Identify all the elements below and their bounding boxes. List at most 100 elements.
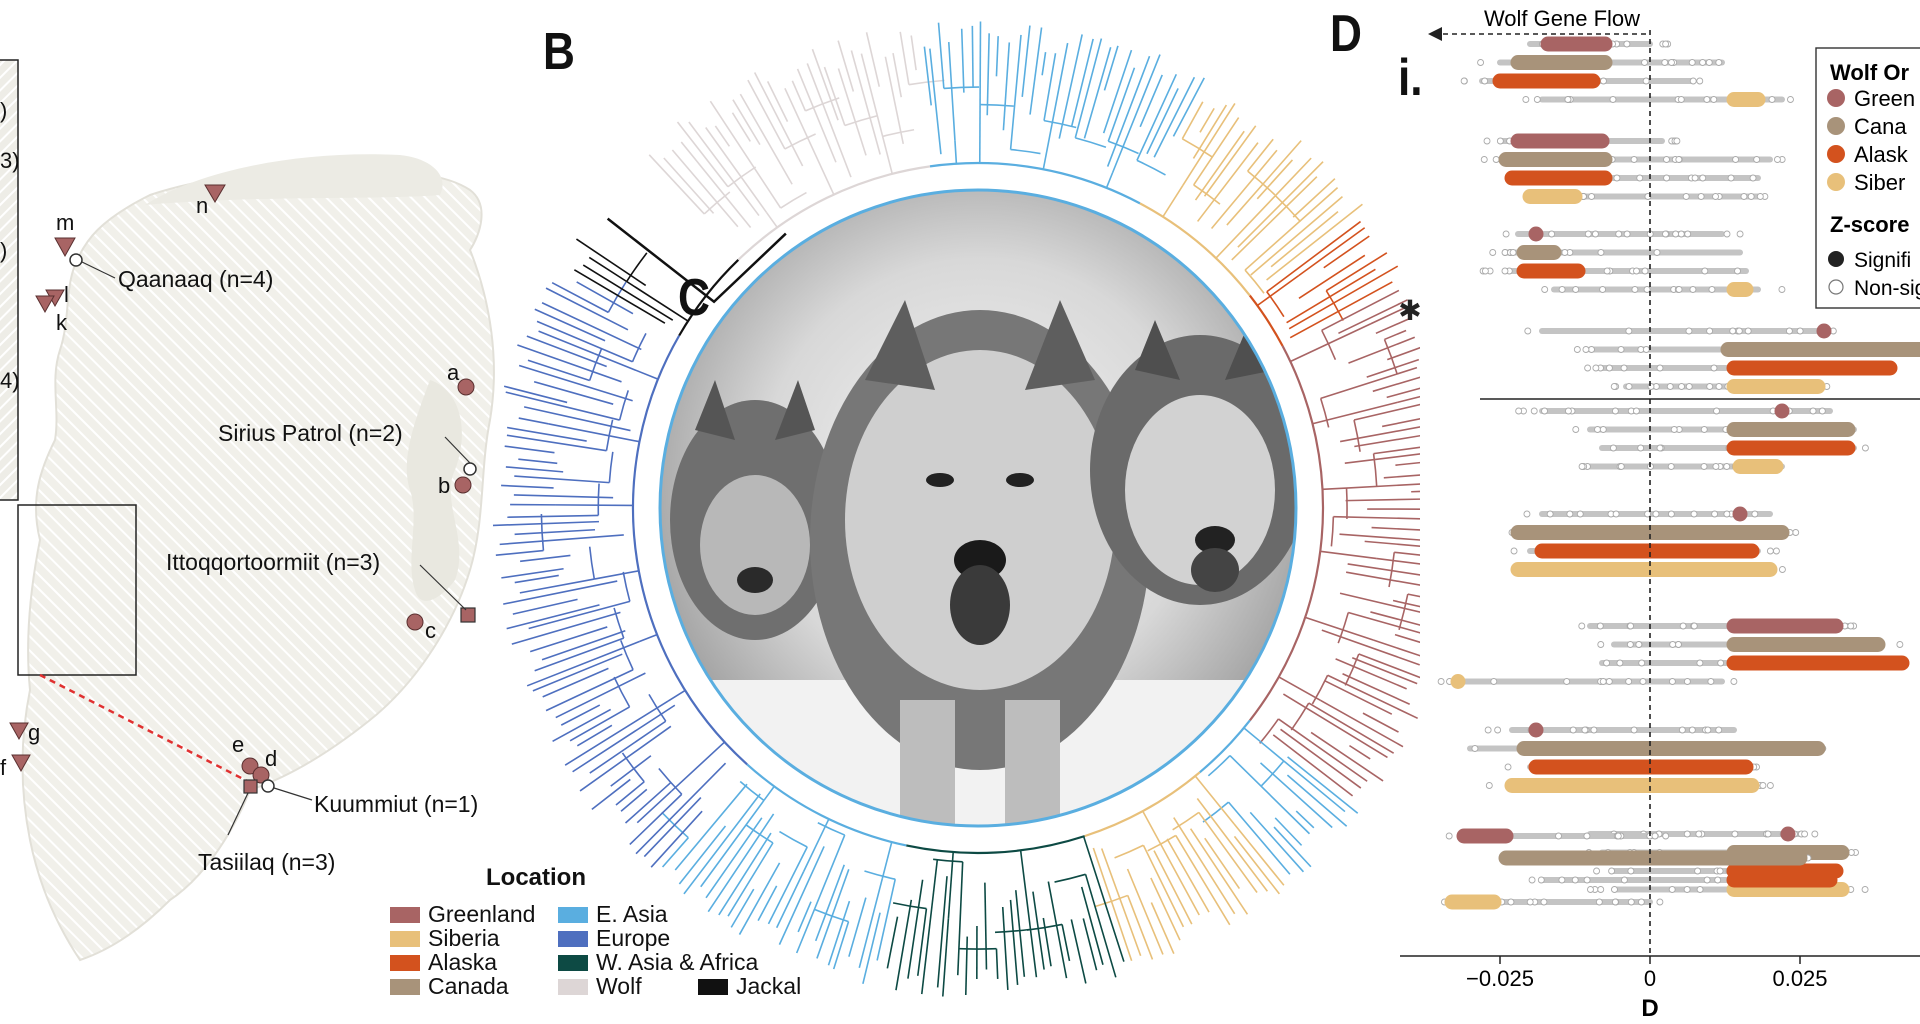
d-nonsig-point — [1620, 364, 1628, 372]
tree-tip-branch — [501, 567, 564, 579]
tree-tip-branch — [1338, 299, 1408, 335]
d-nonsig-point — [1785, 327, 1793, 335]
legend-label-siberia: Siberia — [428, 925, 500, 951]
tree-tip-branch — [526, 335, 607, 368]
tree-stem-branch — [808, 140, 835, 195]
tree-tip-branch — [1083, 47, 1112, 139]
d-sig-point — [1528, 226, 1544, 242]
location-legend-title: Location — [486, 864, 586, 891]
leader-kuummiut — [273, 787, 313, 801]
d-nonsig-point — [1632, 407, 1640, 415]
d-nonsig-point — [1707, 678, 1715, 685]
site-circle-e — [241, 757, 259, 775]
tree-tip-branch — [503, 580, 618, 605]
d-nonsig-point — [1735, 327, 1743, 335]
legend-dot-alaska — [1827, 145, 1845, 163]
d-nonsig-point — [1613, 174, 1621, 182]
tree-tip-branch — [747, 79, 786, 150]
tree-tip-branch — [1092, 847, 1133, 961]
site-open-sirius — [463, 462, 477, 476]
d-nonsig-point — [1593, 867, 1601, 875]
tree-tip-branch — [492, 520, 600, 527]
east-coast-islands — [406, 380, 462, 601]
tree-tip-branch — [576, 281, 634, 315]
tree-tip-branch — [753, 72, 804, 167]
tree-tip-branch — [1273, 826, 1312, 868]
tree-internal-arc — [1193, 184, 1221, 205]
site-letter-l: l — [64, 282, 69, 307]
legend-dot-nonsignificant — [1828, 279, 1844, 295]
tree-tip-branch — [1070, 38, 1094, 127]
tree-tip-branch — [552, 708, 612, 743]
d-nonsig-point — [1662, 230, 1669, 238]
d-nonsig-point — [1566, 510, 1574, 518]
tree-internal-arc — [1244, 269, 1265, 294]
d-nonsig-point — [1683, 886, 1691, 893]
tree-tip-branch — [1127, 895, 1154, 960]
tree-tip-branch — [837, 68, 867, 156]
d-nonsig-point — [1599, 286, 1607, 293]
panel-label-d: D — [1330, 5, 1362, 63]
d-nonsig-point — [1688, 726, 1696, 734]
tree-tip-branch — [1166, 838, 1210, 913]
tree-stem-branch — [1142, 810, 1170, 860]
d-nonsig-point — [1656, 364, 1664, 372]
d-nonsig-point — [1701, 267, 1709, 275]
tree-tip-branch — [947, 41, 956, 141]
d-nonsig-point — [1445, 832, 1453, 840]
tree-tip-branch — [1070, 919, 1087, 984]
tree-internal-arc — [1319, 398, 1330, 428]
d-nonsig-point — [1637, 444, 1645, 452]
tree-tip-branch — [1325, 252, 1388, 292]
tree-tip-branch — [738, 862, 781, 935]
tree-tip-branch — [1266, 220, 1362, 293]
tree-tip-branch — [589, 720, 667, 774]
d-nonsig-point — [1811, 830, 1819, 838]
legend-entry-nonsignificant: Non-sig — [1854, 277, 1920, 300]
tree-tip-branch — [832, 921, 850, 970]
map-inset-box — [17, 504, 137, 676]
d-nonsig-point — [1801, 830, 1809, 838]
tree-ring-arc — [746, 763, 907, 847]
swatch-east-asia — [558, 907, 588, 923]
d-nonsig-point — [1481, 77, 1489, 85]
tree-tip-branch — [514, 574, 559, 584]
d-nonsig-point — [1631, 286, 1639, 293]
tree-tip-branch — [545, 669, 634, 712]
tree-tip-branch — [1364, 540, 1420, 547]
tree-tip-branch — [1345, 498, 1420, 502]
tree-tip-branch — [1198, 811, 1258, 894]
tree-internal-arc — [1075, 137, 1107, 149]
d-nonsig-point — [1564, 96, 1572, 103]
d-nonsig-point — [1572, 426, 1580, 433]
tree-tip-branch — [579, 725, 672, 792]
d-nonsig-point — [1663, 174, 1671, 182]
d-nonsig-point — [1617, 463, 1625, 470]
d-sig-point — [1528, 722, 1544, 738]
tree-tip-branch — [986, 33, 990, 116]
legend-dot-siberia — [1827, 173, 1845, 191]
tree-tip-branch — [876, 879, 897, 961]
d-nonsig-point — [1558, 286, 1566, 293]
d-nonsig-point — [1515, 407, 1523, 415]
tree-tip-branch — [1196, 142, 1259, 222]
tree-tip-branch — [910, 35, 917, 71]
d-nonsig-point — [1583, 832, 1591, 840]
tree-branches — [492, 21, 1420, 997]
tree-internal-arc — [784, 133, 816, 150]
tree-internal-arc — [1207, 755, 1231, 777]
tree-stem-branch — [1243, 727, 1285, 762]
tree-tip-branch — [1126, 868, 1164, 955]
tree-internal-arc — [1290, 702, 1310, 731]
d-nonsig-point — [1751, 510, 1759, 518]
x-tick-label: −0.025 — [1466, 966, 1534, 991]
d-nonsig-point — [1787, 96, 1794, 103]
tree-tip-branch — [1411, 490, 1420, 493]
tree-tip-branch — [1002, 42, 1011, 131]
tree-tip-branch — [1085, 843, 1125, 962]
tree-stem-branch — [1194, 775, 1235, 825]
d-nonsig-point — [1662, 40, 1670, 48]
tree-tip-branch — [1298, 254, 1366, 299]
tree-tip-branch — [1259, 762, 1333, 829]
tree-internal-arc — [779, 830, 808, 848]
